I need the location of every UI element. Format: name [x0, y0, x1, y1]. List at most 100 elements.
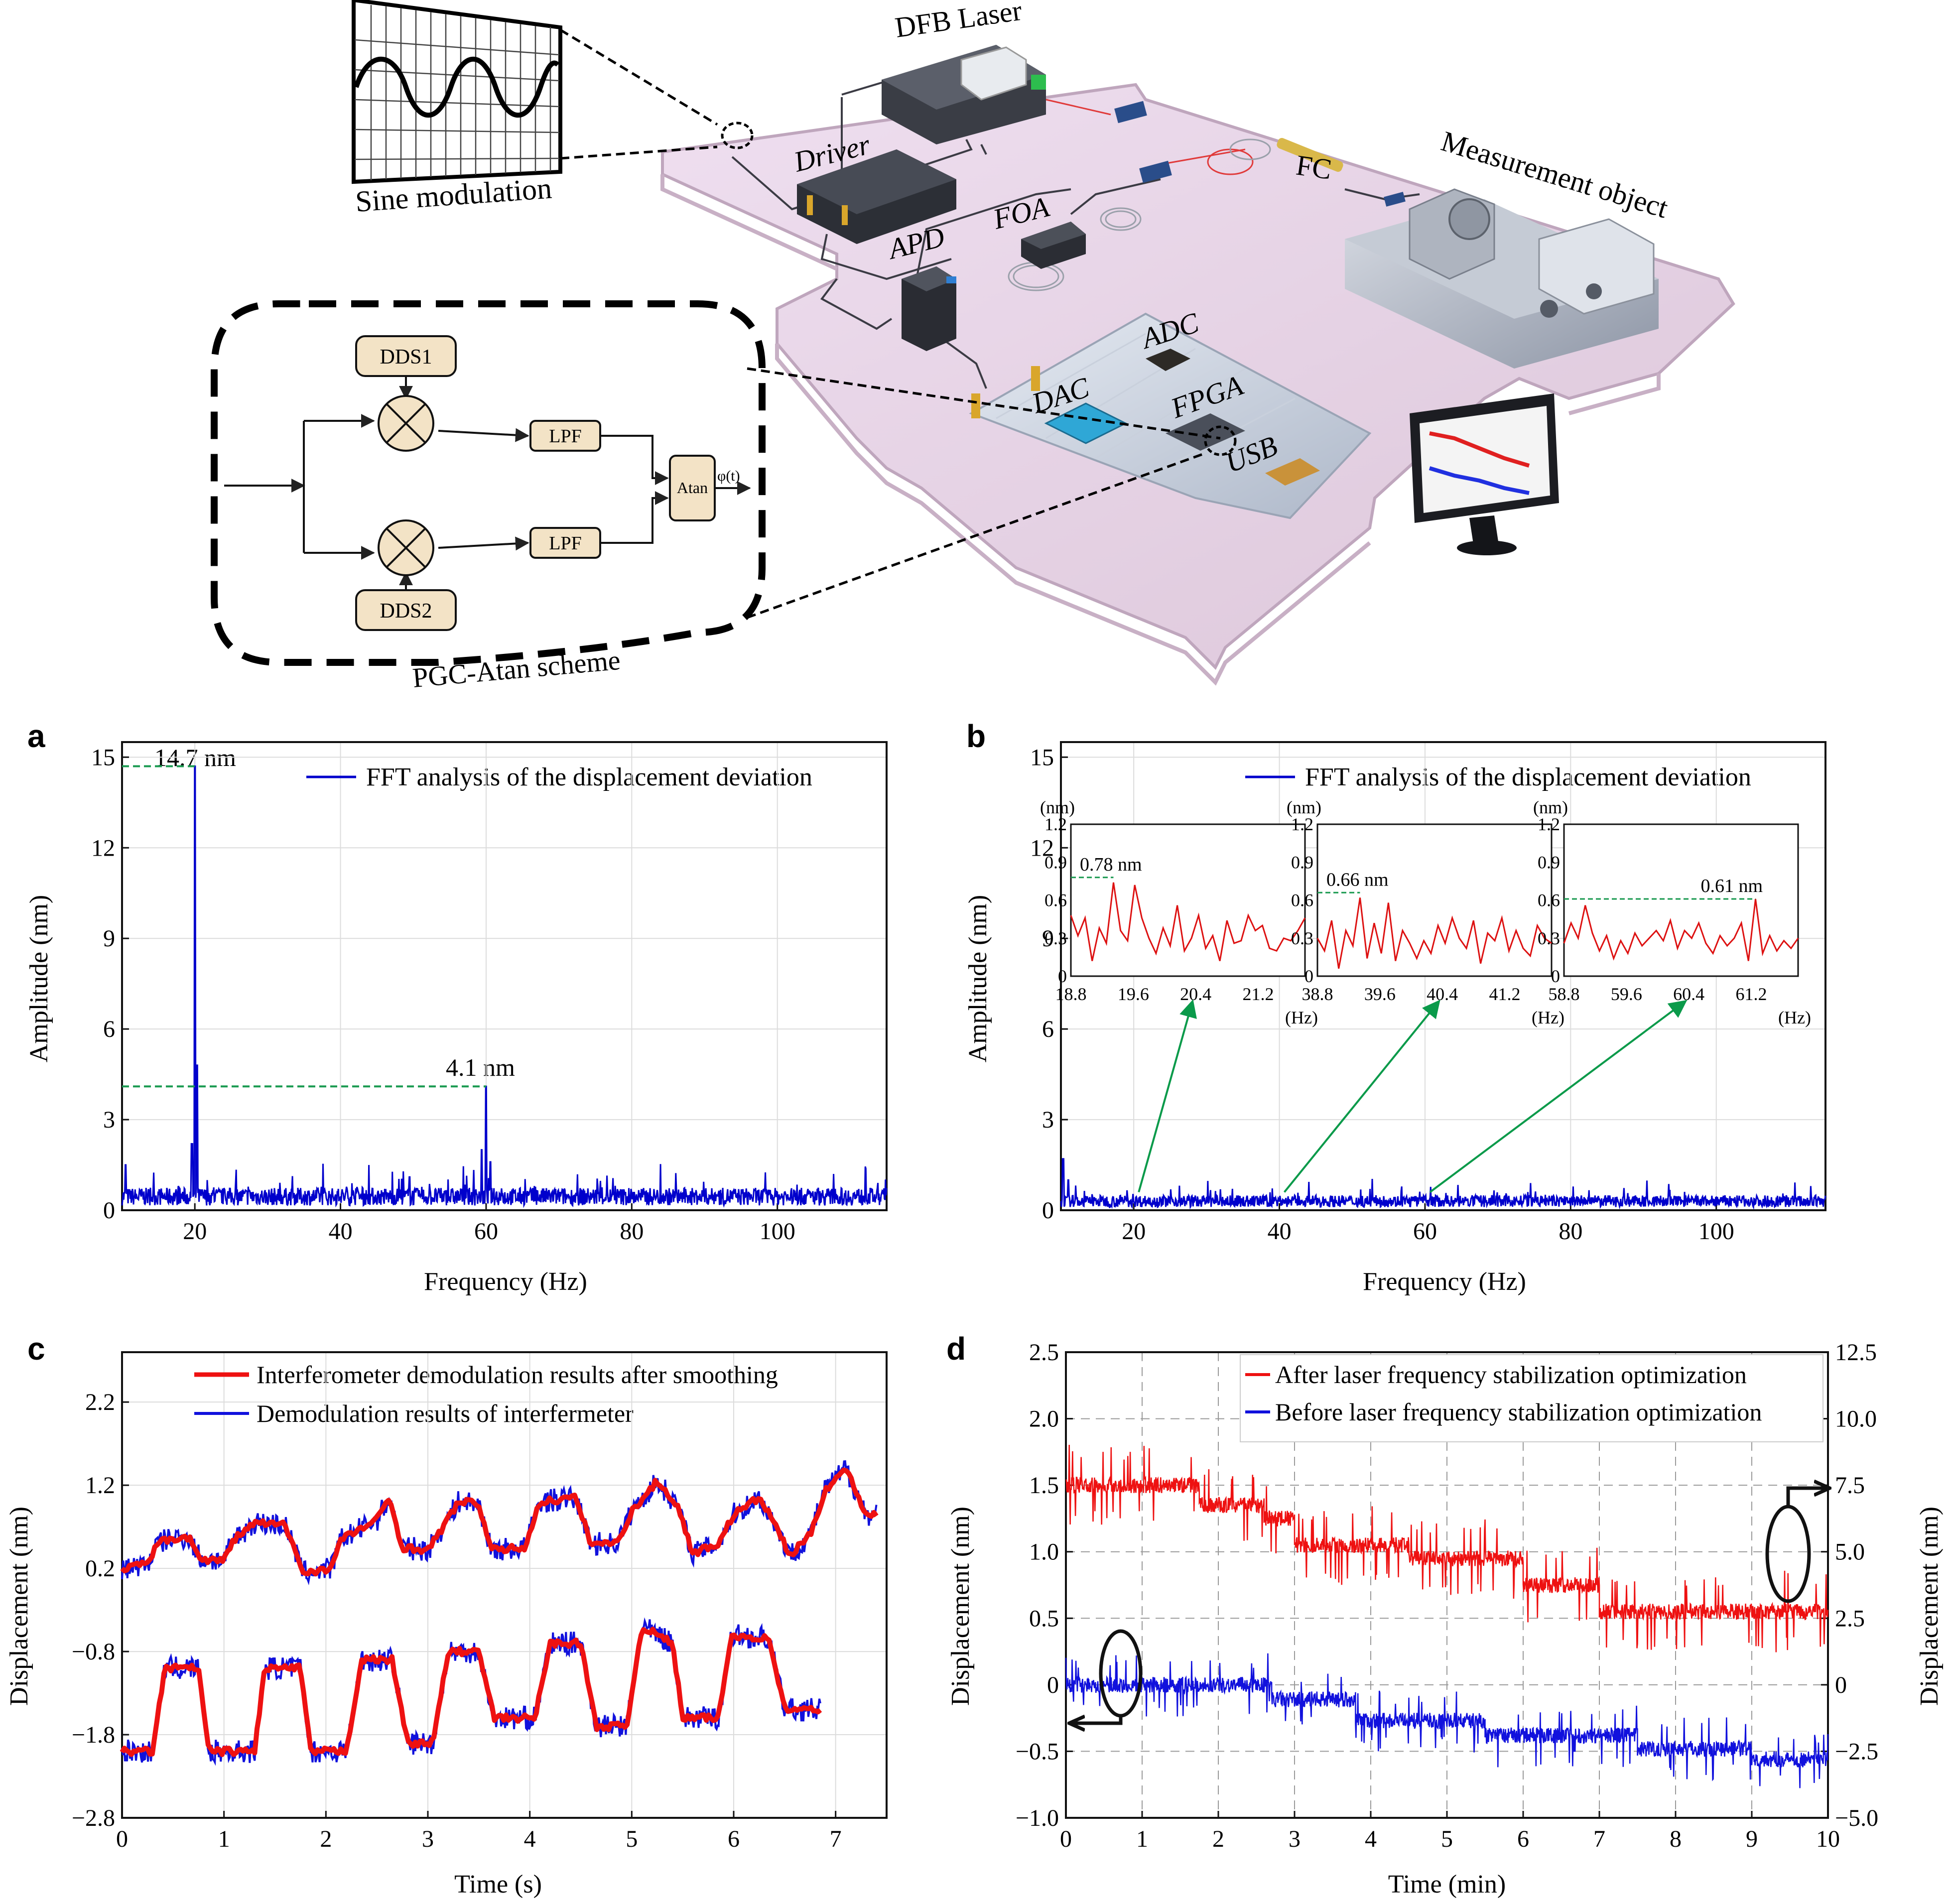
- panel-d-ylabel-left: Displacement (nm): [946, 1507, 975, 1706]
- y-tick-label-5: 2.2: [85, 1389, 115, 1415]
- y-tick-label-7: 2.5: [1029, 1339, 1059, 1366]
- panel-d-xlabel: Time (min): [1388, 1870, 1506, 1899]
- panel-a-xlabel: Frequency (Hz): [424, 1268, 587, 1296]
- y-tick-label-5: 1.5: [1029, 1472, 1059, 1499]
- inset-series-line: [1070, 882, 1306, 961]
- x-tick-label-4: 4: [1365, 1826, 1377, 1852]
- measurement-object-stage: [1345, 188, 1659, 369]
- x-tick-label-4: 100: [1698, 1218, 1734, 1245]
- lower-trace-smoothed-line: [120, 1627, 822, 1757]
- y-tick-label-3: 0.5: [1029, 1605, 1059, 1632]
- inset-2: 0 0.3 0.6 0.9 1.2 38.8 39.6 40.4 41.2 (nm) (Hz) 0.6…: [1284, 797, 1564, 1193]
- y-tick-label-2: 0: [1047, 1672, 1059, 1698]
- inset-frame: [1070, 823, 1306, 977]
- x-tick-label-3: 3: [422, 1826, 434, 1852]
- panel-b-xlabel: Frequency (Hz): [1363, 1268, 1526, 1296]
- inset-frame: [1563, 823, 1799, 977]
- inset-y-tick-label-3: 0.9: [1291, 852, 1313, 872]
- fc-coupler: [1277, 137, 1343, 172]
- inset-series-line: [1316, 897, 1552, 969]
- fiber-coils: [1008, 138, 1271, 291]
- inset-y-tick-label-1: 0.3: [1291, 928, 1313, 948]
- y-tick-label-1: 3: [1042, 1107, 1054, 1133]
- inset-x-unit: (Hz): [1285, 1008, 1318, 1027]
- x-tick-label-3: 3: [1289, 1826, 1301, 1852]
- x-tick-label-7: 7: [830, 1826, 842, 1852]
- y-tick-label-5: 15: [91, 744, 115, 770]
- y-tick-label-1: −0.5: [1016, 1738, 1059, 1765]
- panel-c-letter: c: [27, 1331, 45, 1367]
- before-series-line: [1065, 1653, 1829, 1788]
- panel-a-annotation-peak2: 4.1 nm: [446, 1053, 515, 1081]
- apd-device: [902, 266, 956, 351]
- atan-label: Atan: [677, 479, 708, 497]
- pgc-atan-scheme: DDS1 DDS2 LPF LPF Atan φ(t) PGC-Atan sch…: [211, 300, 766, 694]
- atan-box: [669, 455, 716, 521]
- inset-x-tick-label-2: 20.4: [1180, 984, 1211, 1004]
- inset-y-tick-label-1: 0.3: [1044, 928, 1067, 948]
- x-tick-label-1: 40: [329, 1218, 353, 1245]
- x-tick-label-10: 10: [1816, 1826, 1840, 1852]
- upper-trace-smoothed-line: [120, 1467, 879, 1577]
- dds1-label: DDS1: [380, 346, 432, 369]
- x-tick-label-0: 0: [116, 1826, 128, 1852]
- inset-x-tick-label-2: 60.4: [1673, 984, 1704, 1004]
- x-tick-label-4: 4: [524, 1826, 536, 1852]
- dfb-laser-device: [882, 45, 1046, 144]
- inset-x-tick-label-3: 21.2: [1243, 984, 1274, 1004]
- y-tick-label-2: 6: [1042, 1016, 1054, 1042]
- y-tick-label-4: 12: [91, 835, 115, 861]
- foa-device: [1021, 222, 1086, 269]
- zoom-arrow: [1284, 1000, 1440, 1193]
- y-right-tick-label-0: −5.0: [1835, 1805, 1878, 1831]
- x-tick-label-0: 20: [1122, 1218, 1146, 1245]
- upper-trace-raw-line: [121, 1460, 878, 1586]
- x-tick-label-6: 6: [1517, 1826, 1529, 1852]
- inset-x-unit: (Hz): [1778, 1008, 1811, 1027]
- y-tick-label-2: −0.8: [72, 1639, 115, 1665]
- x-tick-label-3: 80: [620, 1218, 644, 1245]
- y-tick-label-5: 15: [1030, 744, 1054, 770]
- pgc-callout-lines: [747, 367, 1237, 619]
- x-tick-label-0: 0: [1060, 1826, 1072, 1852]
- y-right-tick-label-1: −2.5: [1835, 1738, 1878, 1765]
- x-tick-label-2: 2: [1212, 1826, 1224, 1852]
- y-tick-label-0: −1.0: [1016, 1805, 1059, 1831]
- left-axis-arrow: [1071, 1716, 1123, 1723]
- inset-y-unit: (nm): [1533, 797, 1568, 817]
- y-tick-label-3: 9: [103, 925, 115, 952]
- legend-a-entry: FFT analysis of the displacement deviati…: [366, 763, 812, 791]
- inset-x-tick-label-0: 18.8: [1055, 984, 1087, 1004]
- x-tick-label-9: 9: [1746, 1826, 1758, 1852]
- driver-device: [797, 149, 956, 244]
- legend-d-entry-2: Before laser frequency stabilization opt…: [1275, 1398, 1762, 1426]
- plot-frame: [121, 1351, 888, 1819]
- dds2-label: DDS2: [380, 600, 432, 623]
- legend-b-entry: FFT analysis of the displacement deviati…: [1305, 763, 1751, 791]
- inset-annotation: 0.66 nm: [1326, 869, 1389, 890]
- inset-y-tick-label-4: 1.2: [1044, 814, 1067, 834]
- inset-x-tick-label-0: 38.8: [1302, 984, 1333, 1004]
- legend-box: [1240, 1354, 1823, 1442]
- dds2-box: [355, 589, 457, 631]
- chart-panel-d: d Displacement (nm) Displacement (nm) Ti…: [946, 1331, 1944, 1899]
- inset-y-tick-label-2: 0.6: [1044, 890, 1067, 910]
- y-tick-label-4: 1.0: [1029, 1539, 1059, 1565]
- inset-frame: [1316, 823, 1553, 977]
- x-tick-label-2: 60: [474, 1218, 498, 1245]
- inset-y-tick-label-4: 1.2: [1291, 814, 1313, 834]
- panel-b-letter: b: [966, 718, 986, 754]
- zoom-arrow: [1138, 999, 1197, 1193]
- optical-board-edge: [660, 174, 1661, 686]
- right-axis-arrow: [1786, 1488, 1828, 1507]
- fc-label: FC: [1294, 149, 1333, 186]
- x-tick-label-1: 40: [1268, 1218, 1292, 1245]
- zoom-arrow: [1429, 1000, 1688, 1193]
- inset-3: 0 0.3 0.6 0.9 1.2 58.8 59.6 60.4 61.2 (nm) (Hz) 0.6…: [1429, 797, 1811, 1193]
- plot-frame: [121, 741, 888, 1211]
- panel-c-ylabel: Displacement (nm): [5, 1507, 33, 1706]
- sine-callout-lines: [559, 28, 754, 160]
- dfb-laser-label: DFB Laser: [893, 0, 1024, 44]
- inset-y-tick-label-0: 0: [1304, 966, 1313, 986]
